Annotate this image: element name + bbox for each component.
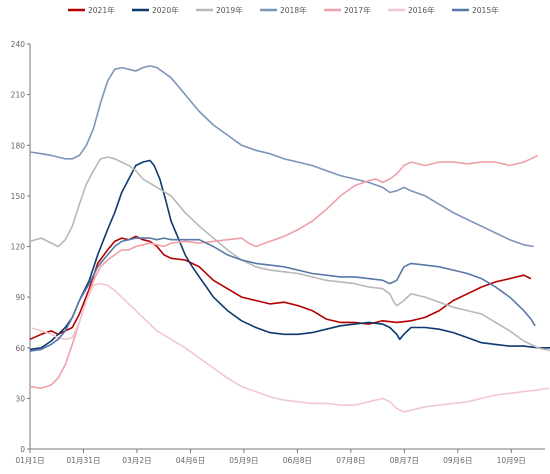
y-tick-label: 180 [11, 141, 26, 150]
legend-label: 2018年 [280, 5, 307, 15]
series-line-2018年 [29, 65, 534, 248]
legend: 2021年 2020年 2019年 2018年 2017年 2016年 2015年 [68, 5, 499, 15]
y-tick-label: 90 [15, 293, 25, 302]
x-tick-label: 06月8日 [283, 456, 312, 465]
x-tick-label: 03月2日 [122, 456, 151, 465]
series-line-2021年 [29, 235, 532, 341]
y-axis: 0 30 60 90 120 150 180 210 240 [11, 40, 31, 454]
x-tick-label: 04月6日 [176, 456, 205, 465]
series-line-2016年 [29, 282, 550, 413]
y-tick-label: 150 [11, 192, 26, 201]
legend-label: 2015年 [472, 5, 499, 15]
y-tick-label: 0 [20, 445, 25, 454]
x-tick-label: 07月8日 [336, 456, 365, 465]
series-line-2015年 [29, 237, 536, 352]
legend-label: 2016年 [408, 5, 435, 15]
series-line-2019年 [29, 156, 550, 352]
y-tick-label: 240 [11, 40, 26, 49]
legend-label: 2017年 [344, 5, 371, 15]
x-tick-label: 09月6日 [443, 456, 472, 465]
x-tick-label: 01月1日 [15, 456, 44, 465]
y-tick-label: 210 [11, 91, 26, 100]
legend-label: 2019年 [216, 5, 243, 15]
x-tick-label: 10月9日 [497, 456, 526, 465]
y-tick-label: 60 [15, 344, 25, 353]
x-axis: 01月1日 01月31日 03月2日 04月6日 05月9日 06月8日 07月8日 08月7… [15, 448, 545, 465]
series-group [29, 65, 550, 413]
legend-label: 2021年 [88, 5, 115, 15]
series-line-2017年 [29, 154, 539, 390]
legend-label: 2020年 [152, 5, 179, 15]
x-tick-label: 05月9日 [229, 456, 258, 465]
series-line-2020年 [29, 159, 550, 351]
x-tick-label: 08月7日 [390, 456, 419, 465]
x-tick-label: 01月31日 [66, 456, 100, 465]
y-tick-label: 120 [11, 243, 26, 252]
y-tick-label: 30 [15, 394, 25, 403]
